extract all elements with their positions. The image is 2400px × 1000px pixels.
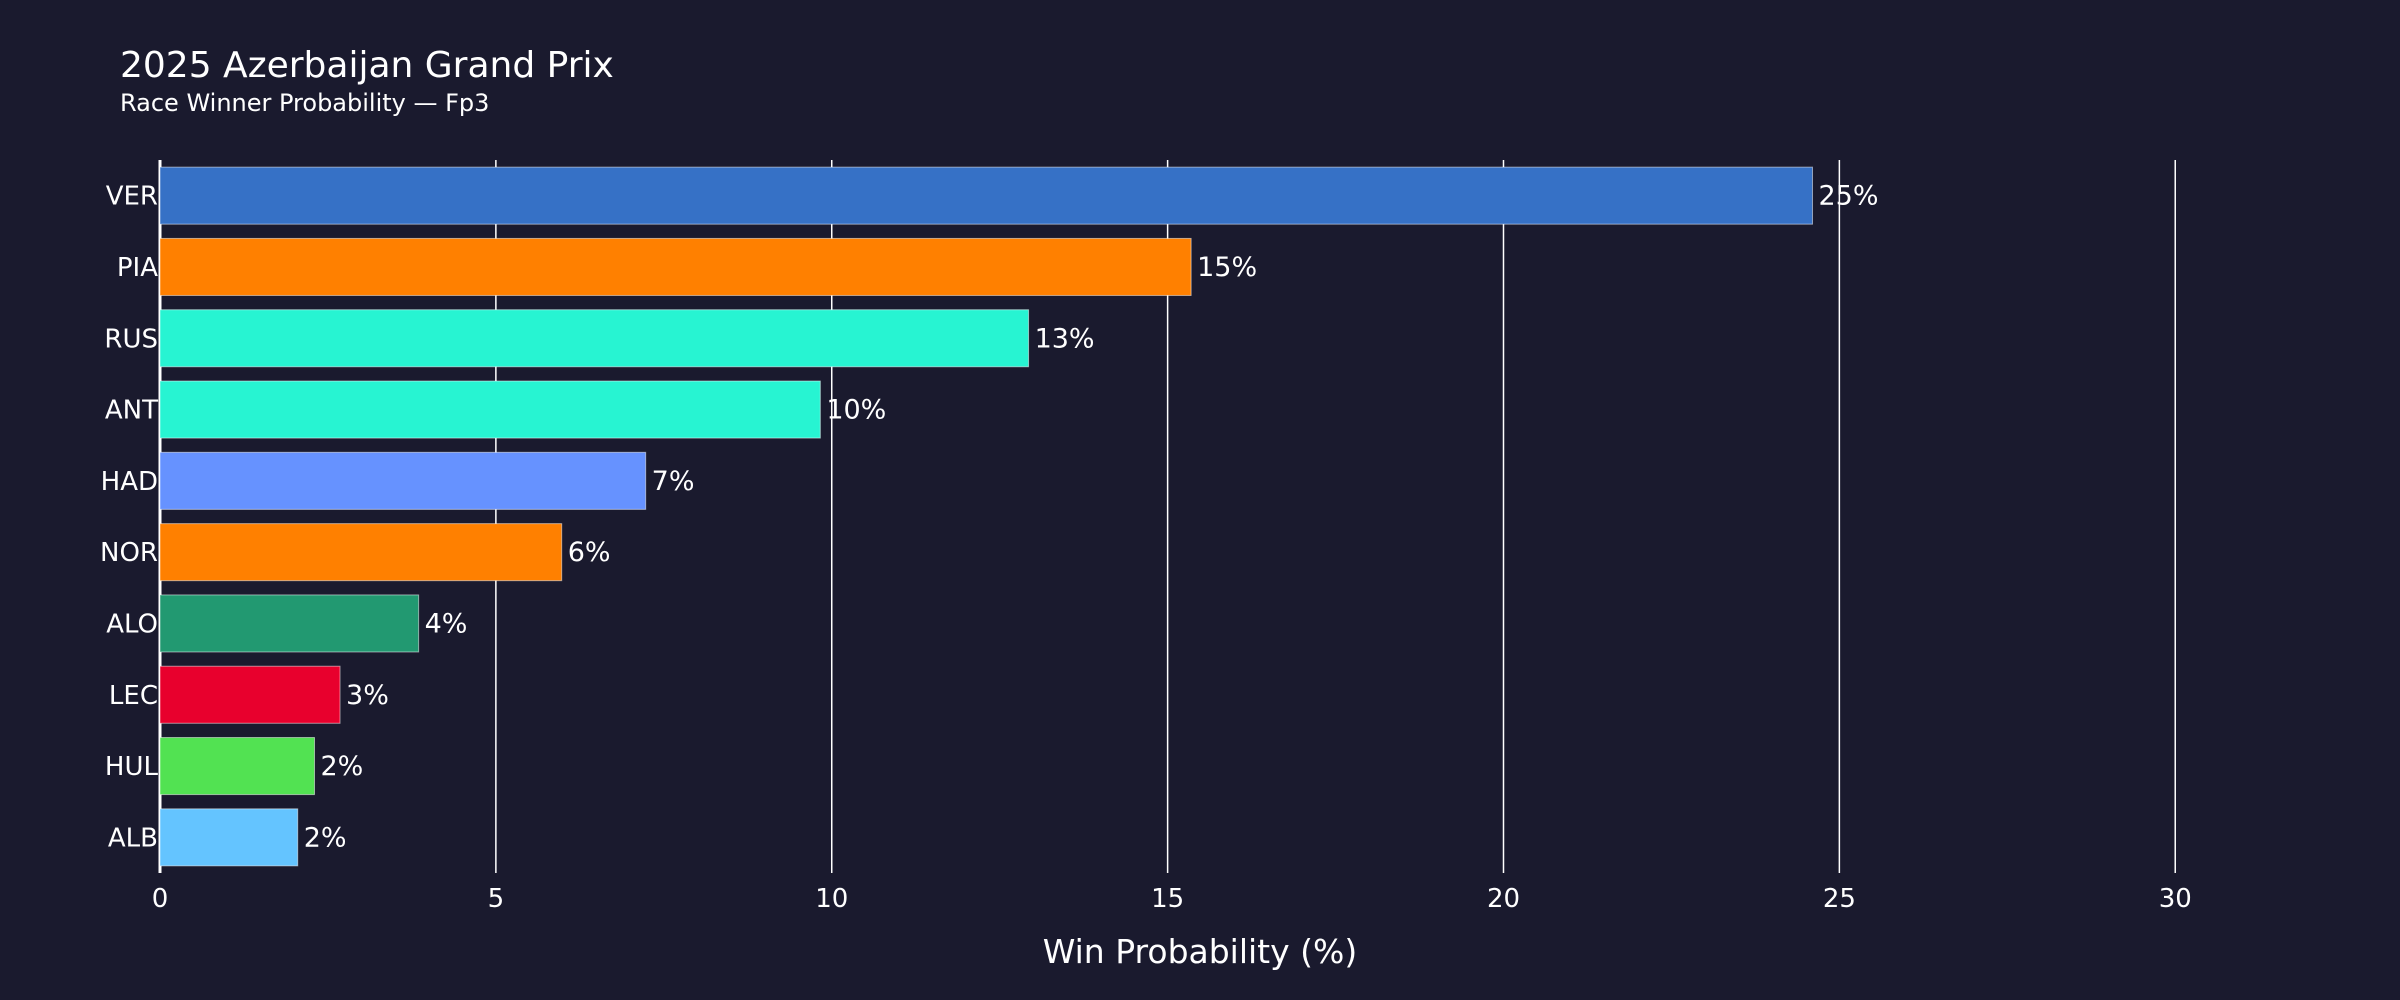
bar-pia: [159, 237, 1192, 296]
bar-ant: [159, 380, 821, 439]
bar-rus: [159, 309, 1030, 368]
x-tick-label: 25: [1823, 884, 1856, 914]
chart-title: 2025 Azerbaijan Grand Prix: [120, 45, 614, 86]
y-category-label: ALO: [106, 609, 158, 639]
bar-ver: [159, 166, 1813, 225]
data-label-rus: 13%: [1035, 323, 1095, 354]
bar-lec: [159, 665, 341, 724]
data-label-pia: 15%: [1197, 252, 1257, 283]
x-tick-label: 10: [815, 884, 848, 914]
y-category-label: LEC: [109, 681, 158, 711]
data-label-ver: 25%: [1818, 181, 1878, 212]
x-tick-label: 20: [1487, 884, 1520, 914]
y-category-label: ANT: [105, 396, 158, 426]
bar-alb: [159, 808, 299, 867]
data-label-lec: 3%: [346, 680, 389, 711]
data-label-had: 7%: [652, 466, 695, 497]
y-category-label: ALB: [108, 823, 158, 853]
y-category-label: RUS: [104, 324, 158, 354]
bar-alo: [159, 594, 420, 653]
y-category-label: PIA: [117, 253, 158, 283]
bar-nor: [159, 523, 563, 582]
data-labels: 25% 15% 13% 10% 7% 6% 4% 3% 2% 2%: [304, 181, 1879, 854]
y-category-label: NOR: [100, 538, 158, 568]
y-category-label: HAD: [101, 467, 158, 497]
data-label-nor: 6%: [568, 537, 611, 568]
x-axis-title: Win Probability (%): [1043, 932, 1358, 971]
bar-had: [159, 451, 647, 510]
data-label-hul: 2%: [321, 751, 364, 782]
bars: [159, 166, 1813, 867]
y-category-label: HUL: [105, 752, 159, 782]
data-label-ant: 10%: [826, 395, 886, 426]
data-label-alb: 2%: [304, 822, 347, 853]
x-tick-label: 0: [152, 884, 169, 914]
x-axis-ticks: 0 5 10 15 20 25 30: [152, 884, 2192, 914]
y-axis-categories: VER PIA RUS ANT HAD NOR ALO LEC HUL ALB: [100, 182, 158, 854]
x-tick-label: 15: [1151, 884, 1184, 914]
data-label-alo: 4%: [425, 608, 468, 639]
x-tick-label: 30: [2159, 884, 2192, 914]
bar-hul: [159, 737, 316, 796]
y-category-label: VER: [106, 182, 158, 212]
chart-subtitle: Race Winner Probability — Fp3: [120, 89, 490, 117]
x-tick-label: 5: [488, 884, 505, 914]
